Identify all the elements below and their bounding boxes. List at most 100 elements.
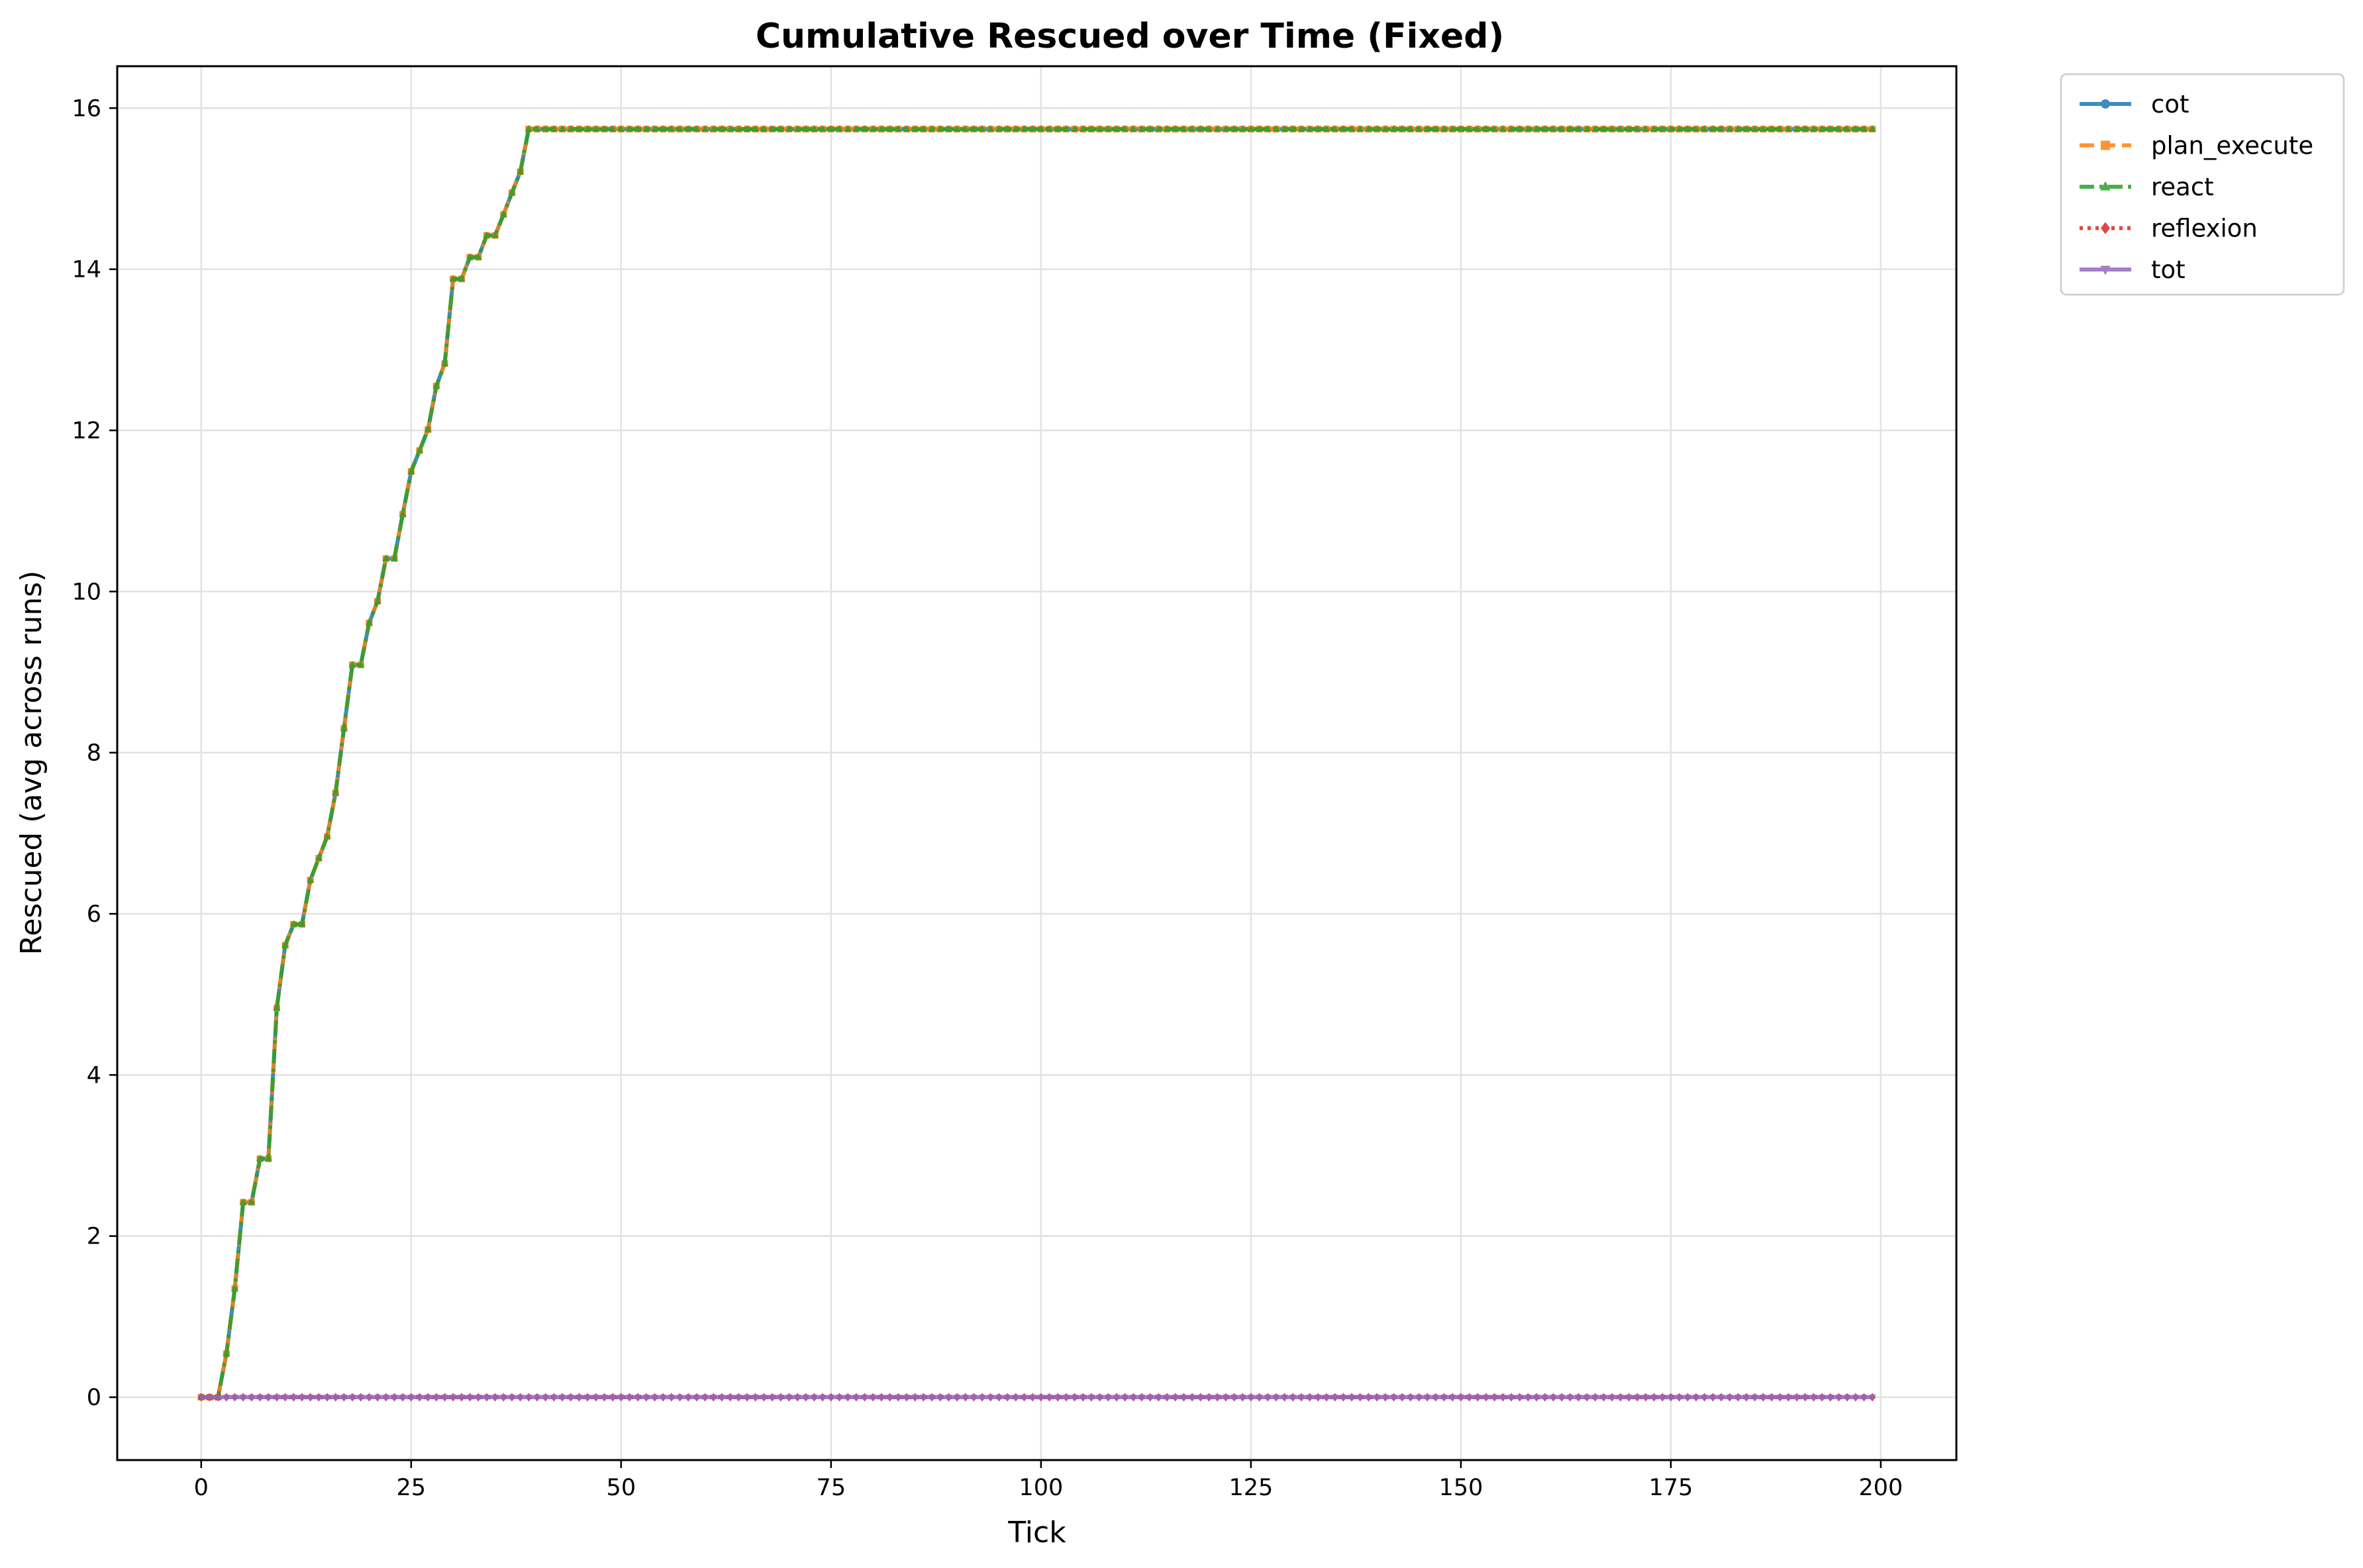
- data-point: [1339, 124, 1347, 132]
- data-point: [1003, 124, 1011, 132]
- data-point: [894, 124, 902, 132]
- data-point: [550, 1395, 558, 1402]
- data-point: [575, 1395, 583, 1402]
- data-point: [1524, 124, 1532, 132]
- data-point: [239, 1198, 247, 1205]
- data-point: [827, 1395, 835, 1402]
- data-point: [491, 1395, 499, 1402]
- data-point: [1432, 1395, 1440, 1402]
- data-point: [1382, 1395, 1389, 1402]
- data-point: [878, 1395, 885, 1402]
- data-point: [1356, 124, 1364, 132]
- data-point: [911, 124, 919, 132]
- data-point: [701, 124, 709, 132]
- data-point: [264, 1395, 272, 1402]
- data-point: [1474, 124, 1482, 132]
- y-tick-label: 2: [87, 1224, 101, 1250]
- data-point: [793, 124, 801, 132]
- data-point: [332, 789, 340, 796]
- data-point: [1852, 1395, 1860, 1402]
- data-point: [441, 1395, 449, 1402]
- data-point: [1281, 124, 1289, 132]
- data-point: [617, 124, 625, 132]
- data-point: [617, 1395, 625, 1402]
- data-point: [970, 1395, 978, 1402]
- legend-label: plan_execute: [2151, 132, 2313, 160]
- data-point: [852, 124, 860, 132]
- data-point: [1835, 1395, 1842, 1402]
- data-point: [340, 724, 348, 732]
- data-point: [1238, 124, 1246, 132]
- data-point: [1364, 124, 1372, 132]
- data-point: [1389, 124, 1397, 132]
- plot-frame: [116, 65, 1958, 1461]
- data-point: [1692, 1395, 1700, 1402]
- data-point: [508, 1395, 516, 1402]
- data-point: [1415, 124, 1423, 132]
- data-point: [953, 124, 961, 132]
- data-point: [1163, 1395, 1171, 1402]
- data-point: [1801, 124, 1809, 132]
- data-point: [239, 1395, 247, 1402]
- data-point: [1213, 1395, 1221, 1402]
- data-point: [919, 124, 927, 132]
- data-point: [1205, 1395, 1213, 1402]
- x-tick-label: 0: [194, 1475, 209, 1501]
- data-point: [734, 124, 742, 132]
- data-point: [273, 1395, 281, 1402]
- y-tick-label: 10: [72, 579, 101, 605]
- data-point: [1784, 1395, 1792, 1402]
- data-point: [1331, 1395, 1339, 1402]
- x-tick-label: 50: [607, 1475, 636, 1501]
- data-point: [1172, 124, 1180, 132]
- data-point: [583, 1395, 591, 1402]
- data-point: [1331, 124, 1339, 132]
- data-point: [1113, 1395, 1121, 1402]
- data-point: [1071, 1395, 1079, 1402]
- data-point: [1138, 124, 1146, 132]
- data-point: [256, 1154, 264, 1161]
- data-point: [1382, 124, 1389, 132]
- data-point: [323, 1395, 331, 1402]
- legend-box: [2060, 73, 2345, 296]
- data-point: [1574, 124, 1582, 132]
- data-point: [1364, 1395, 1372, 1402]
- x-tick-label: 125: [1229, 1475, 1273, 1501]
- data-point: [1272, 124, 1280, 132]
- data-point: [709, 124, 717, 132]
- data-point: [718, 1395, 726, 1402]
- data-point: [542, 1395, 550, 1402]
- data-point: [684, 1395, 692, 1402]
- data-point: [810, 1395, 818, 1402]
- data-point: [407, 467, 415, 475]
- data-point: [919, 1395, 927, 1402]
- data-point: [693, 124, 701, 132]
- data-point: [634, 1395, 642, 1402]
- data-point: [1457, 124, 1465, 132]
- data-point: [1423, 124, 1431, 132]
- data-point: [1213, 124, 1221, 132]
- data-point: [1793, 124, 1801, 132]
- data-point: [995, 1395, 1003, 1402]
- data-point: [1146, 1395, 1154, 1402]
- x-tick-label: 175: [1648, 1475, 1693, 1501]
- x-tick-label: 25: [397, 1475, 427, 1501]
- data-point: [1843, 124, 1851, 132]
- data-point: [1289, 124, 1297, 132]
- data-point: [1507, 1395, 1515, 1402]
- data-point: [1507, 124, 1515, 132]
- data-point: [1827, 124, 1835, 132]
- data-point: [600, 124, 608, 132]
- data-point: [962, 124, 970, 132]
- data-point: [1692, 124, 1700, 132]
- y-tick-label: 12: [72, 418, 101, 444]
- data-point: [298, 1395, 306, 1402]
- data-point: [936, 124, 944, 132]
- data-point: [231, 1395, 239, 1402]
- data-point: [517, 1395, 525, 1402]
- data-point: [1482, 124, 1490, 132]
- data-point: [499, 210, 507, 217]
- x-axis-title: Tick: [1007, 1516, 1066, 1549]
- data-point: [734, 1395, 742, 1402]
- data-point: [1314, 124, 1322, 132]
